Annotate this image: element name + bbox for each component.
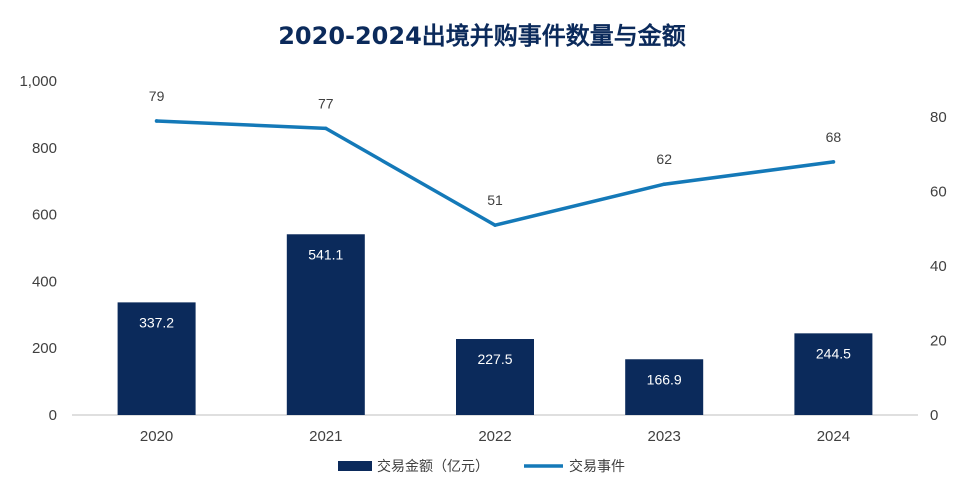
- x-tick-label: 2020: [140, 428, 173, 445]
- y-left-tick-label: 0: [49, 407, 57, 424]
- right-axis: 0 20 40 60 80: [930, 109, 947, 424]
- bar-series: 337.2 541.1 227.5 166.9 244.5: [117, 234, 873, 415]
- bar: [794, 333, 873, 415]
- y-left-tick-label: 400: [32, 273, 57, 290]
- y-right-tick-label: 40: [930, 258, 947, 275]
- legend: 交易金额（亿元） 交易事件: [338, 458, 625, 475]
- x-tick-label: 2024: [817, 428, 850, 445]
- bar: [286, 234, 365, 415]
- x-tick-label: 2023: [648, 428, 681, 445]
- line-value-label: 77: [318, 95, 334, 111]
- y-right-tick-label: 80: [930, 109, 947, 126]
- line-point: [493, 223, 497, 227]
- line-series: 79 77 51 62 68: [149, 88, 842, 227]
- line-value-label: 79: [149, 88, 165, 104]
- x-tick-label: 2022: [478, 428, 511, 445]
- x-axis: 2020 2021 2022 2023 2024: [140, 428, 850, 445]
- line-point: [154, 119, 159, 123]
- line-point: [831, 160, 836, 164]
- bar: [625, 359, 704, 415]
- y-right-tick-label: 20: [930, 333, 947, 350]
- bar-value-label: 166.9: [647, 371, 682, 387]
- line-value-label: 51: [487, 192, 503, 208]
- x-tick-label: 2021: [309, 428, 342, 445]
- chart-title: 2020-2024出境并购事件数量与金额: [278, 22, 686, 50]
- y-right-tick-label: 60: [930, 184, 947, 201]
- line-value-label: 68: [826, 129, 842, 145]
- legend-swatch-amount: [338, 461, 372, 471]
- bar-value-label: 244.5: [816, 345, 851, 361]
- legend-label-amount: 交易金额（亿元）: [377, 458, 489, 475]
- line-point: [662, 182, 666, 187]
- bar-value-label: 227.5: [477, 351, 512, 367]
- y-left-tick-label: 600: [32, 207, 57, 224]
- bar-value-label: 541.1: [308, 246, 343, 262]
- left-axis: 0 200 400 600 800 1,000: [19, 73, 57, 424]
- bar: [456, 339, 534, 415]
- bar-value-label: 337.2: [139, 314, 174, 330]
- bar: [117, 302, 196, 415]
- y-left-tick-label: 1,000: [19, 73, 57, 90]
- line-value-label: 62: [656, 151, 672, 167]
- legend-label-events: 交易事件: [569, 458, 625, 475]
- y-left-tick-label: 800: [32, 140, 57, 157]
- line-point: [324, 126, 328, 131]
- y-right-tick-label: 0: [930, 407, 938, 424]
- y-left-tick-label: 200: [32, 340, 57, 357]
- series-line: [154, 119, 836, 227]
